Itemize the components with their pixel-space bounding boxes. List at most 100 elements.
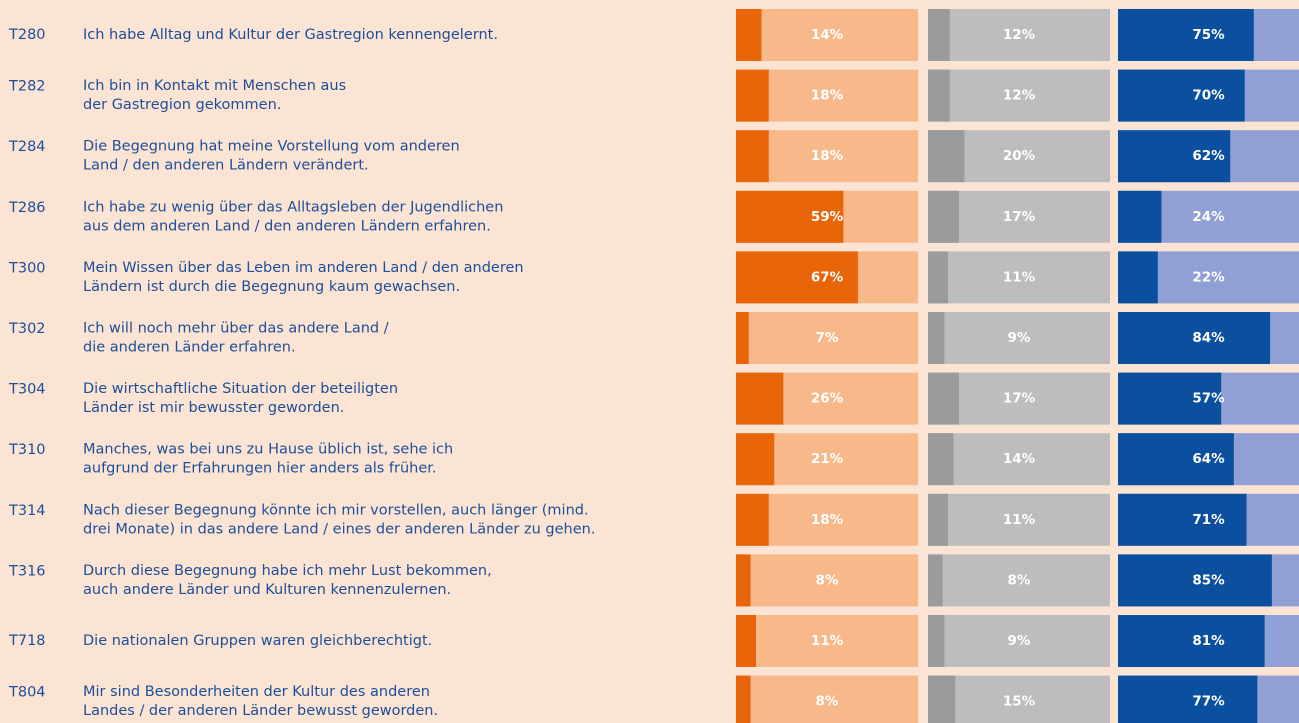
value-label: 12% [1003, 27, 1036, 43]
value-label: 64% [1192, 451, 1225, 467]
bar [1118, 251, 1158, 304]
value-label: 15% [1003, 694, 1036, 710]
bar [736, 251, 858, 304]
bar-background [736, 615, 918, 667]
bar [736, 190, 844, 243]
value-label: 18% [811, 88, 844, 104]
row-code: T280 [8, 27, 46, 43]
bar [736, 9, 762, 61]
bar [736, 615, 757, 667]
value-label: 57% [1192, 391, 1225, 407]
row-label: Ländern ist durch die Begegnung kaum gew… [83, 279, 460, 295]
bar [1118, 493, 1247, 546]
value-label: 84% [1192, 330, 1225, 346]
bar [736, 312, 749, 364]
value-label: 26% [811, 391, 844, 407]
bar-background [928, 493, 1110, 546]
bar [928, 615, 945, 667]
bar-background [928, 251, 1110, 304]
row-label: Die wirtschaftliche Situation der beteil… [83, 381, 398, 397]
bar [1118, 9, 1254, 61]
bar [1118, 69, 1245, 122]
value-label: 21% [811, 451, 844, 467]
value-label: 9% [1008, 330, 1031, 346]
bar [1118, 312, 1271, 364]
value-label: 11% [1003, 512, 1036, 528]
row-code: T282 [8, 79, 46, 95]
value-label: 18% [811, 512, 844, 528]
row-label: Mir sind Besonderheiten der Kultur des a… [83, 684, 430, 700]
row-label: drei Monate) in das andere Land / eines … [83, 521, 595, 537]
bar [928, 372, 959, 425]
row-code: T310 [8, 442, 46, 458]
row-label: Ich habe zu wenig über das Alltagsleben … [83, 199, 503, 215]
bar-background [928, 312, 1110, 364]
bar [1118, 433, 1234, 486]
value-label: 8% [1008, 572, 1031, 588]
bar [1118, 372, 1222, 425]
value-label: 11% [811, 633, 844, 649]
bar-background [736, 554, 918, 607]
row-label: Landes / der anderen Länder bewusst gewo… [83, 703, 438, 719]
row-label: die anderen Länder erfahren. [83, 340, 296, 356]
bar [736, 493, 769, 546]
value-label: 8% [816, 694, 839, 710]
value-label: 71% [1192, 512, 1225, 528]
bar [928, 312, 945, 364]
bar [1118, 554, 1272, 607]
bar [1118, 130, 1231, 183]
value-label: 14% [811, 27, 844, 43]
row-label: Länder ist mir bewusster geworden. [83, 400, 344, 416]
bar-background [928, 675, 1110, 723]
value-label: 9% [1008, 633, 1031, 649]
value-label: 20% [1003, 148, 1036, 164]
row-code: T300 [8, 260, 46, 276]
row-label: Mein Wissen über das Leben im anderen La… [83, 260, 524, 276]
value-label: 8% [816, 572, 839, 588]
value-label: 12% [1003, 88, 1036, 104]
bar [1118, 190, 1162, 243]
row-label: Ich will noch mehr über das andere Land … [83, 321, 389, 337]
bar-background [736, 312, 918, 364]
bar [736, 372, 784, 425]
value-label: 59% [811, 209, 844, 225]
bar [928, 433, 954, 486]
value-label: 85% [1192, 572, 1225, 588]
bar [928, 675, 956, 723]
bar-background [928, 9, 1110, 61]
value-label: 67% [811, 269, 844, 285]
row-code: T284 [8, 139, 46, 155]
row-code: T302 [8, 321, 46, 337]
row-label: Die nationalen Gruppen waren gleichberec… [83, 633, 432, 649]
value-label: 22% [1192, 269, 1225, 285]
value-label: 75% [1192, 27, 1225, 43]
bar [928, 9, 950, 61]
bar [736, 130, 769, 183]
bar [736, 675, 751, 723]
row-label: Manches, was bei uns zu Hause üblich ist… [83, 442, 453, 458]
value-label: 7% [816, 330, 839, 346]
row-code: T286 [8, 200, 46, 216]
row-label: aufgrund der Erfahrungen hier anders als… [83, 461, 437, 477]
row-label: Land / den anderen Ländern verändert. [83, 158, 369, 174]
bar [928, 493, 949, 546]
bar [928, 69, 950, 122]
row-label: Ich habe Alltag und Kultur der Gastregio… [83, 27, 498, 43]
row-label: der Gastregion gekommen. [83, 97, 281, 113]
row-code: T314 [8, 503, 46, 519]
row-label: Durch diese Begegnung habe ich mehr Lust… [83, 563, 492, 579]
value-label: 81% [1192, 633, 1225, 649]
bar [736, 69, 769, 122]
value-label: 77% [1192, 694, 1225, 710]
value-label: 18% [811, 148, 844, 164]
value-label: 14% [1003, 451, 1036, 467]
bar-background [928, 69, 1110, 122]
bar [736, 554, 751, 607]
bar [1118, 675, 1258, 723]
value-label: 70% [1192, 88, 1225, 104]
value-label: 24% [1192, 209, 1225, 225]
bar [1118, 615, 1265, 667]
row-label: auch andere Länder und Kulturen kennenzu… [83, 582, 451, 598]
row-code: T718 [8, 633, 46, 649]
